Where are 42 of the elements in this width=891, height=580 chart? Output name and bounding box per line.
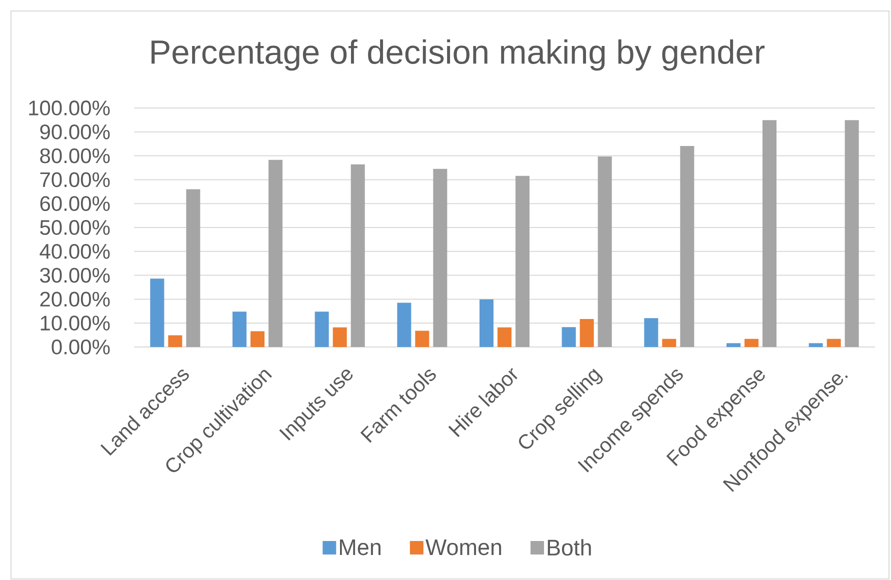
y-tick-label: 100.00%: [29, 100, 110, 116]
legend-label: Both: [548, 539, 591, 556]
bar: [580, 319, 594, 347]
bar: [232, 312, 247, 347]
bar: [480, 299, 494, 347]
y-tick-label: 50.00%: [40, 220, 110, 235]
bar: [680, 146, 694, 347]
y-tick-label: 10.00%: [40, 316, 110, 331]
bar: [726, 343, 740, 347]
y-tick-label: 90.00%: [40, 124, 110, 140]
bar: [808, 343, 823, 347]
bar: [268, 160, 283, 347]
bar: [562, 327, 576, 347]
bar: [168, 335, 182, 347]
bar: [498, 327, 512, 347]
bar: [844, 120, 859, 347]
chart-title: Percentage of decision making by gender: [152, 39, 765, 71]
bar: [415, 330, 430, 347]
bar: [598, 156, 612, 347]
bar: [332, 327, 347, 347]
y-tick-label: 20.00%: [40, 292, 110, 307]
bar: [644, 318, 658, 347]
bar: [314, 312, 329, 347]
bar: [186, 189, 200, 347]
bar: [350, 164, 365, 347]
y-tick-label: 60.00%: [40, 196, 110, 212]
bar: [397, 302, 412, 347]
y-tick-label: 40.00%: [40, 244, 110, 259]
bar: [826, 338, 841, 347]
y-tick-label: 80.00%: [40, 148, 110, 164]
legend-label: Men: [340, 540, 380, 556]
y-tick-label: 70.00%: [40, 172, 110, 188]
bar: [150, 278, 164, 347]
y-tick-label: 0.00%: [52, 340, 110, 354]
legend-label: Women: [426, 540, 502, 556]
bar: [516, 176, 530, 347]
bar: [433, 168, 448, 347]
bar: [744, 338, 758, 347]
bar: [250, 331, 265, 347]
bar: [762, 120, 776, 347]
bar: [662, 338, 676, 347]
y-tick-label: 30.00%: [40, 268, 110, 283]
